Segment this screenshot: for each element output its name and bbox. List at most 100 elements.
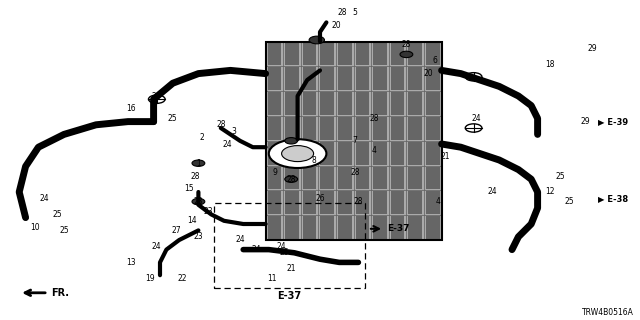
Bar — [389, 166, 406, 190]
Bar — [426, 142, 440, 165]
Bar — [424, 215, 442, 240]
Bar — [338, 92, 352, 115]
Bar — [426, 43, 440, 66]
Bar — [354, 166, 371, 190]
Bar — [338, 191, 352, 214]
Text: 28: 28 — [287, 175, 296, 184]
Text: 16: 16 — [126, 104, 136, 113]
Bar — [283, 116, 301, 141]
Bar — [354, 42, 371, 67]
Bar — [319, 67, 336, 91]
Bar — [406, 67, 424, 91]
Bar — [373, 191, 387, 214]
Bar — [319, 215, 336, 240]
Bar — [320, 68, 334, 90]
Circle shape — [465, 73, 482, 81]
Bar — [373, 216, 387, 239]
Bar — [266, 215, 283, 240]
Text: 26: 26 — [315, 194, 325, 203]
Bar — [354, 91, 371, 116]
Bar — [268, 92, 282, 115]
Bar — [319, 91, 336, 116]
Bar — [389, 67, 406, 91]
Bar — [336, 190, 353, 215]
Bar — [336, 42, 353, 67]
Bar — [390, 68, 404, 90]
Bar — [301, 116, 319, 141]
Bar — [285, 68, 299, 90]
Text: TRW4B0516A: TRW4B0516A — [582, 308, 634, 317]
Bar — [406, 190, 424, 215]
Text: 14: 14 — [187, 216, 197, 225]
Text: 21: 21 — [440, 152, 449, 161]
Text: 20: 20 — [331, 21, 341, 30]
Bar — [301, 215, 319, 240]
Text: 2: 2 — [199, 133, 204, 142]
Bar — [426, 191, 440, 214]
Text: 24: 24 — [152, 242, 162, 251]
Text: 3: 3 — [231, 127, 236, 136]
Bar — [266, 190, 283, 215]
Text: 11: 11 — [268, 274, 276, 283]
Bar — [408, 68, 422, 90]
Bar — [424, 190, 442, 215]
Bar — [268, 43, 282, 66]
Bar — [319, 190, 336, 215]
Text: 28: 28 — [402, 40, 411, 49]
Circle shape — [465, 124, 482, 132]
Bar — [356, 216, 369, 239]
Text: 24: 24 — [251, 245, 261, 254]
Bar — [268, 117, 282, 140]
Bar — [301, 67, 319, 91]
Bar — [320, 117, 334, 140]
Bar — [389, 91, 406, 116]
Bar — [285, 142, 299, 165]
Text: 8: 8 — [311, 156, 316, 164]
Bar — [283, 190, 301, 215]
Bar — [356, 68, 369, 90]
Text: 1: 1 — [196, 159, 201, 168]
Bar — [266, 67, 283, 91]
Bar — [356, 191, 369, 214]
Bar — [285, 117, 299, 140]
Text: 28: 28 — [216, 120, 225, 129]
Bar — [285, 191, 299, 214]
Bar — [406, 215, 424, 240]
Bar — [320, 142, 334, 165]
Bar — [336, 166, 353, 190]
Bar — [320, 43, 334, 66]
Text: 23: 23 — [203, 207, 213, 216]
Bar — [319, 166, 336, 190]
Text: 28: 28 — [194, 197, 203, 206]
Text: 18: 18 — [546, 60, 555, 68]
Bar — [336, 67, 353, 91]
Bar — [371, 141, 388, 166]
Text: 4: 4 — [372, 146, 377, 155]
Bar — [390, 117, 404, 140]
Bar — [389, 42, 406, 67]
Bar — [319, 141, 336, 166]
Bar — [406, 91, 424, 116]
Bar — [320, 92, 334, 115]
Text: 25: 25 — [555, 172, 565, 180]
Bar — [285, 216, 299, 239]
Bar — [319, 42, 336, 67]
Bar — [336, 91, 353, 116]
Bar — [406, 141, 424, 166]
Bar — [301, 141, 319, 166]
Bar — [319, 116, 336, 141]
Bar — [356, 43, 369, 66]
Bar — [285, 167, 299, 189]
Bar — [371, 190, 388, 215]
Text: 22: 22 — [178, 274, 187, 283]
Text: 28: 28 — [351, 168, 360, 177]
Bar — [390, 92, 404, 115]
Text: 25: 25 — [52, 210, 63, 219]
Bar — [406, 166, 424, 190]
Bar — [424, 141, 442, 166]
Text: 19: 19 — [145, 274, 156, 283]
Bar — [338, 117, 352, 140]
Bar — [408, 43, 422, 66]
Bar — [371, 116, 388, 141]
Bar — [406, 116, 424, 141]
